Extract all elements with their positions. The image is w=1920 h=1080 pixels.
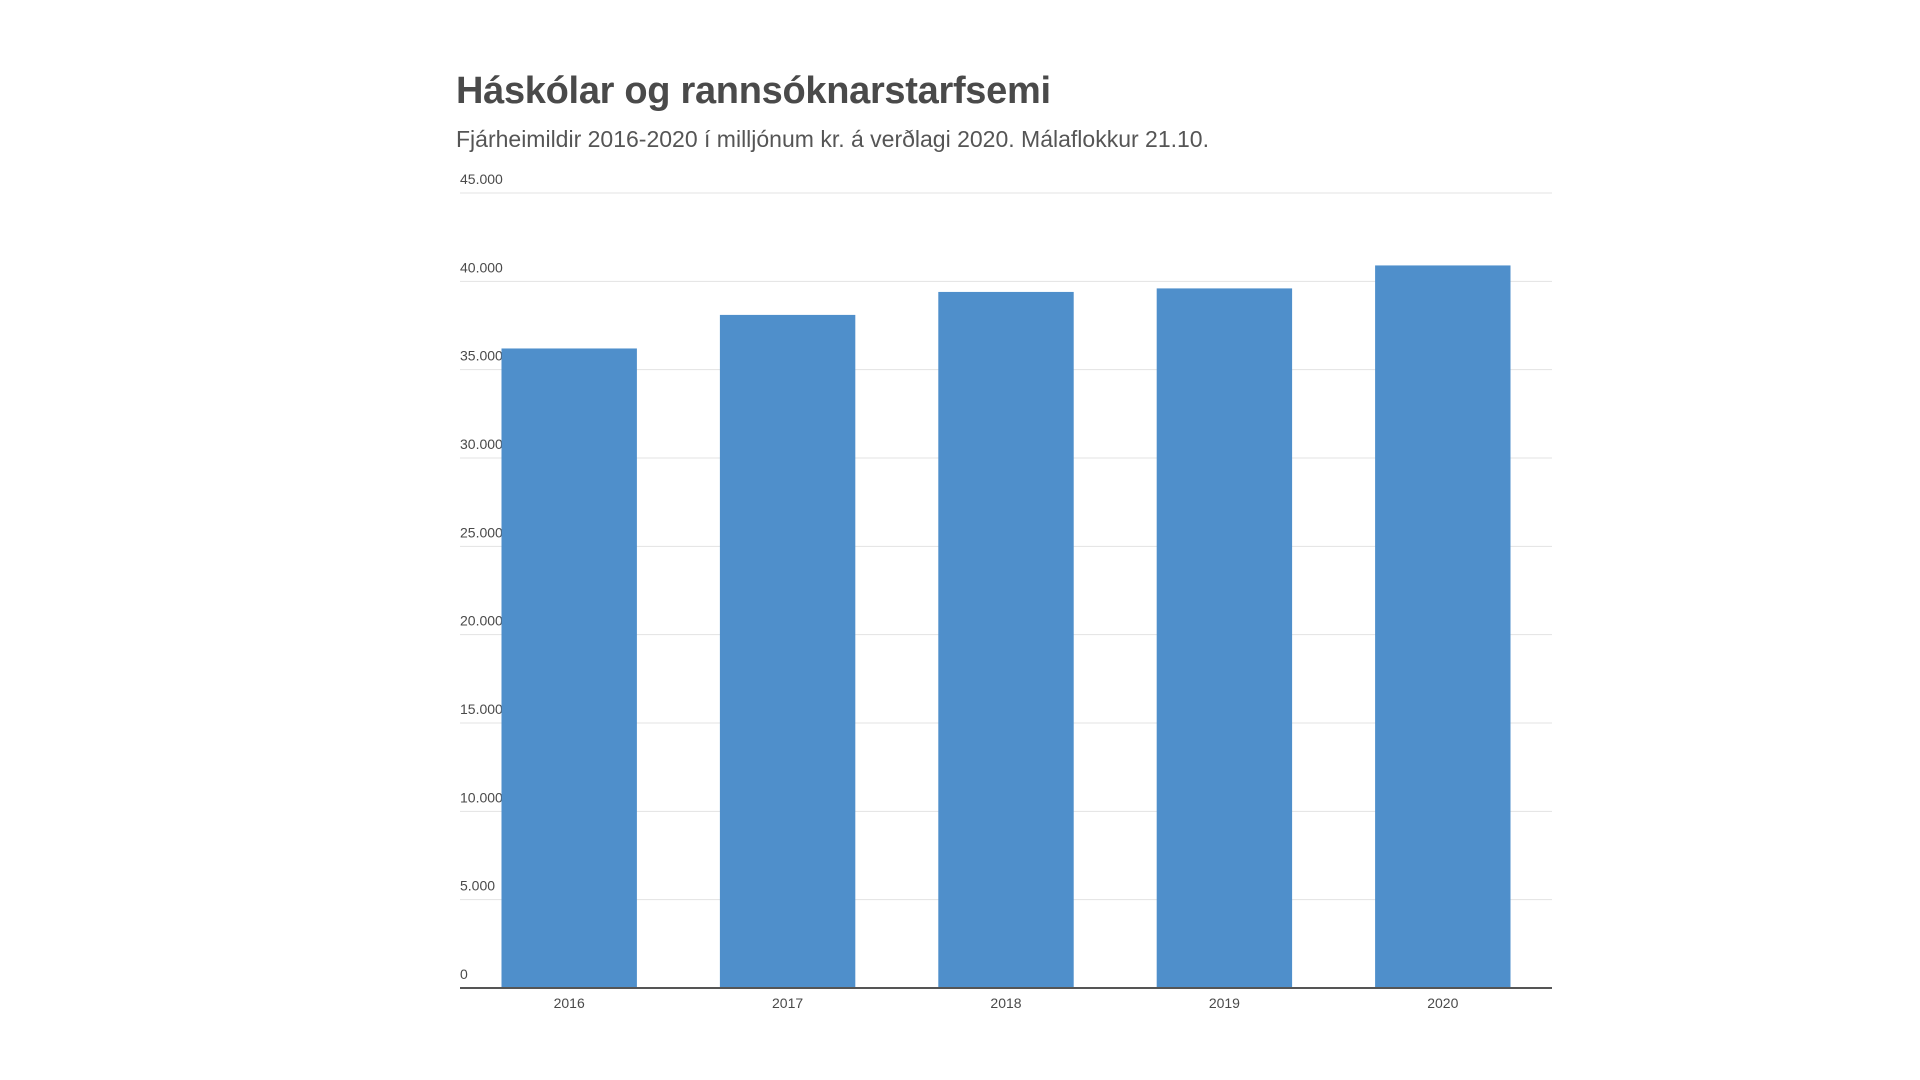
y-tick-label: 5.000: [460, 878, 495, 894]
y-tick-label: 35.000: [460, 348, 503, 364]
bar-2019: [1156, 288, 1293, 988]
y-tick-label: 45.000: [460, 171, 503, 187]
chart-title: Háskólar og rannsóknarstarfsemi: [456, 70, 1051, 112]
x-axis-ticks: 2016 2017 2018 2019 2020: [554, 995, 1459, 1011]
bar-2017: [719, 314, 856, 988]
x-tick-label: 2016: [554, 995, 585, 1011]
x-tick-label: 2017: [772, 995, 803, 1011]
bar-2020: [1375, 265, 1511, 988]
y-tick-label: 10.000: [460, 789, 503, 805]
y-tick-label: 0: [460, 966, 468, 982]
x-tick-label: 2020: [1427, 995, 1458, 1011]
y-tick-label: 25.000: [460, 524, 503, 540]
y-tick-label: 15.000: [460, 701, 503, 717]
y-tick-label: 40.000: [460, 259, 503, 275]
bars: [501, 265, 1511, 988]
y-tick-label: 20.000: [460, 613, 503, 629]
bar-2016: [501, 348, 637, 988]
bar-2018: [938, 291, 1074, 988]
y-axis-ticks: 0 5.000 10.000 15.000 20.000 25.000 30.000 35.0…: [460, 171, 503, 982]
x-tick-label: 2018: [990, 995, 1021, 1011]
chart-subtitle: Fjárheimildir 2016-2020 í milljónum kr. …: [456, 126, 1209, 152]
y-tick-label: 30.000: [460, 436, 503, 452]
x-tick-label: 2019: [1209, 995, 1240, 1011]
